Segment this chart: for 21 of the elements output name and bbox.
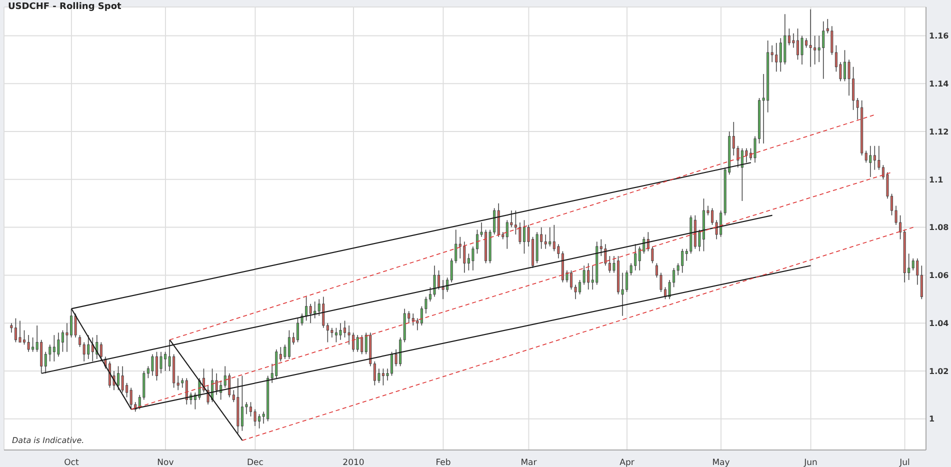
x-tick-label: May bbox=[712, 458, 730, 467]
chart-title: USDCHF - Rolling Spot bbox=[8, 2, 122, 12]
x-tick-label: Oct bbox=[64, 458, 80, 467]
x-tick-label: Nov bbox=[157, 458, 174, 467]
y-tick-label: 1.12 bbox=[929, 127, 949, 136]
y-tick-label: 1.04 bbox=[929, 318, 950, 328]
x-tick-label: 2010 bbox=[342, 458, 364, 467]
x-tick-label: Apr bbox=[620, 458, 635, 467]
y-tick-label: 1 bbox=[929, 414, 935, 424]
y-tick-label: 1.06 bbox=[929, 271, 950, 280]
x-tick-label: Feb bbox=[436, 458, 451, 467]
x-tick-label: Jul bbox=[898, 458, 910, 467]
x-tick-label: Jun bbox=[803, 458, 818, 467]
annotation: Data is Indicative. bbox=[12, 436, 84, 445]
y-tick-label: 1.1 bbox=[929, 175, 944, 184]
y-tick-label: 1.16 bbox=[929, 32, 950, 41]
y-tick-label: 1.02 bbox=[929, 366, 949, 376]
x-tick-label: Mar bbox=[520, 458, 538, 467]
y-tick-label: 1.14 bbox=[929, 79, 950, 88]
x-tick-label: Dec bbox=[246, 458, 264, 467]
y-tick-label: 1.08 bbox=[929, 223, 950, 232]
